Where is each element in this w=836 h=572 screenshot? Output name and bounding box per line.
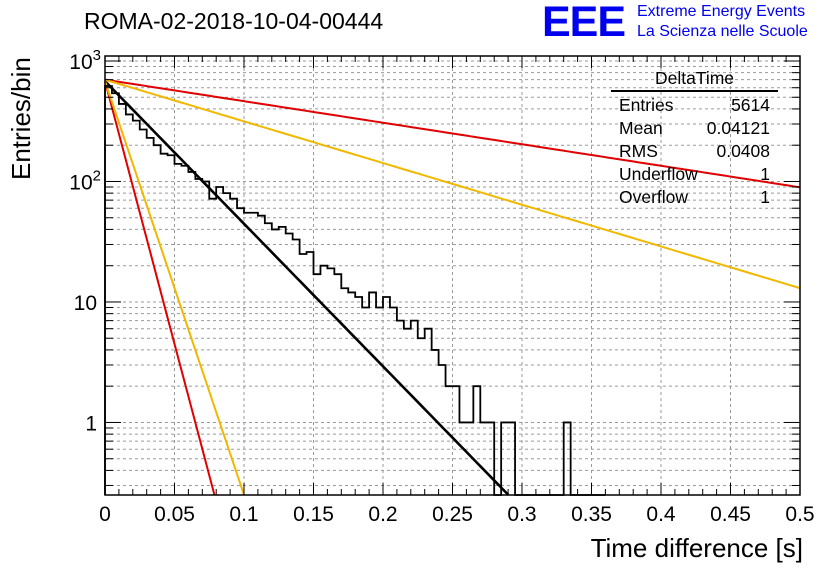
x-tick-label: 0.3 — [507, 503, 536, 526]
y-axis-label: Entries/bin — [6, 57, 36, 180]
y-tick-label: 102 — [69, 167, 101, 194]
stats-title: DeltaTime — [611, 68, 778, 92]
stat-value: 1 — [760, 187, 770, 207]
logo-subtitle-line1: Extreme Energy Events — [637, 3, 806, 20]
chart-title: ROMA-02-2018-10-04-00444 — [84, 8, 384, 34]
series-red-fast — [104, 80, 216, 496]
axes: 0 0.05 0.1 0.15 0.2 0.25 0.3 0.35 0.4 0.45 0.5 1 10 1… — [69, 47, 814, 526]
y-tick-label: 1 — [85, 412, 97, 435]
stat-row-overflow: Overflow 1 — [611, 186, 778, 209]
stat-value: 5614 — [731, 95, 770, 115]
stat-row-underflow: Underflow 1 — [611, 163, 778, 186]
x-tick-label: 0 — [99, 503, 111, 526]
x-tick-label: 0.45 — [710, 503, 751, 526]
stat-value: 1 — [760, 164, 770, 184]
stat-value: 0.04121 — [706, 118, 770, 138]
stat-label: RMS — [619, 141, 658, 161]
x-tick-label: 0.1 — [229, 503, 258, 526]
stat-label: Underflow — [619, 164, 698, 184]
stat-value: 0.0408 — [716, 141, 770, 161]
x-tick-label: 0.05 — [154, 503, 195, 526]
eee-logo-mark: EEE — [542, 0, 626, 46]
series-yellow-fast — [104, 80, 245, 496]
stat-row-entries: Entries 5614 — [611, 94, 778, 117]
x-axis-label: Time difference [s] — [590, 533, 803, 563]
stat-row-mean: Mean 0.04121 — [611, 117, 778, 140]
series-yellow-slow — [104, 78, 801, 290]
x-tick-label: 0.35 — [571, 503, 612, 526]
stat-label: Mean — [619, 118, 663, 138]
x-tick-label: 0.5 — [785, 503, 814, 526]
logo-subtitle-line2: La Scienza nelle Scuole — [637, 23, 808, 40]
x-tick-label: 0.25 — [432, 503, 473, 526]
histogram — [104, 85, 606, 496]
x-tick-label: 0.4 — [646, 503, 676, 526]
y-tick-label: 103 — [69, 47, 101, 74]
fit-curves — [104, 78, 801, 496]
y-tick-label: 10 — [74, 292, 97, 315]
stats-box: DeltaTime Entries 5614 Mean 0.04121 RMS … — [611, 68, 778, 209]
series-exponential-fit — [104, 80, 510, 496]
stat-label: Entries — [619, 95, 674, 115]
x-tick-label: 0.15 — [293, 503, 334, 526]
stat-label: Overflow — [619, 187, 689, 207]
histogram-outline — [104, 85, 606, 496]
stat-row-rms: RMS 0.0408 — [611, 140, 778, 163]
series-red-slow — [104, 78, 801, 189]
x-tick-label: 0.2 — [368, 503, 397, 526]
